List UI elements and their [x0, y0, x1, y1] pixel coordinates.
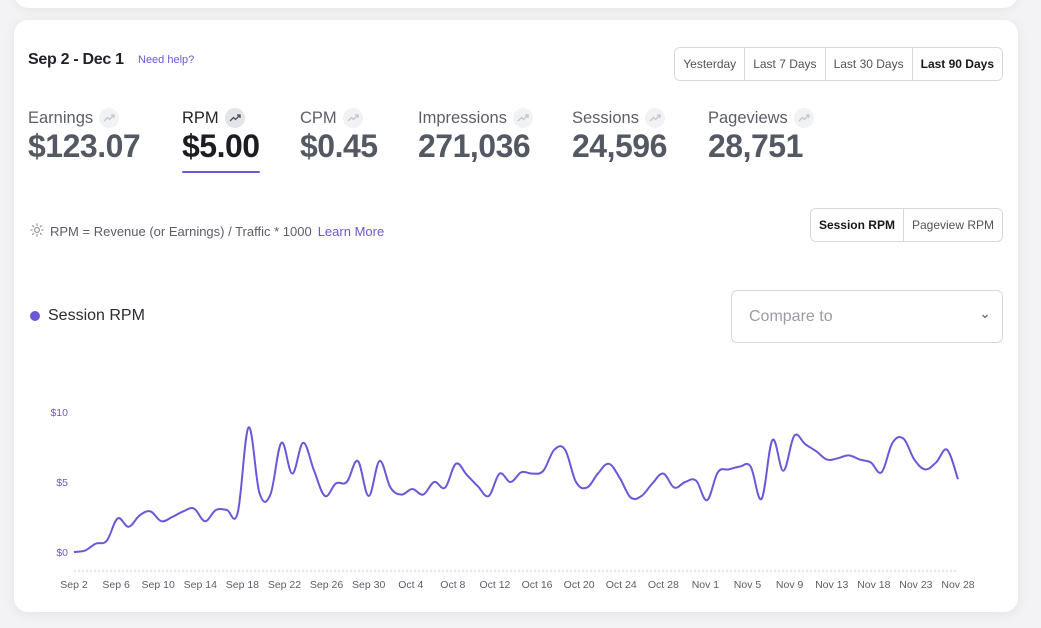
metric-label: Earnings — [28, 108, 94, 127]
x-tick-label: Oct 16 — [522, 579, 553, 591]
metric-value: 24,596 — [572, 128, 667, 164]
rpm-formula: RPM = Revenue (or Earnings) / Traffic * … — [30, 223, 384, 240]
x-tick-label: Nov 18 — [857, 579, 890, 591]
metric-value: 28,751 — [708, 128, 803, 164]
x-tick-label: Oct 8 — [440, 579, 465, 591]
range-yesterday-button[interactable]: Yesterday — [675, 48, 746, 80]
session-rpm-line-chart: $0 $5 $10 Sep 2 Sep 6 Sep 10 Sep 14 Sep 18 Sep 2… — [50, 407, 974, 591]
trend-up-icon[interactable] — [644, 108, 665, 128]
x-tick-label: Sep 26 — [310, 579, 343, 591]
metric-label: Pageviews — [708, 108, 788, 127]
compare-to-select[interactable]: Compare to — [731, 290, 1003, 343]
x-tick-label: Oct 24 — [606, 579, 637, 591]
metric-value: $123.07 — [28, 128, 141, 164]
chevron-down-icon — [980, 308, 990, 326]
trend-up-icon[interactable] — [793, 108, 814, 128]
metric-label: Sessions — [572, 108, 639, 127]
y-tick-label: $5 — [56, 477, 68, 489]
x-tick-label: Oct 20 — [564, 579, 595, 591]
date-range-selector: Yesterday Last 7 Days Last 30 Days Last … — [674, 47, 1003, 81]
series-line-session-rpm[interactable] — [73, 426, 959, 553]
metric-label: Impressions — [418, 108, 507, 127]
x-tick-label: Oct 4 — [398, 579, 423, 591]
metric-value: $5.00 — [182, 128, 260, 164]
x-tick-label: Sep 6 — [102, 579, 130, 591]
x-tick-label: Sep 10 — [142, 579, 175, 591]
metric-label: CPM — [300, 108, 337, 127]
learn-more-link[interactable]: Learn More — [317, 224, 385, 239]
metric-pageviews[interactable]: Pageviews 28,751 — [708, 108, 814, 165]
trend-up-icon[interactable] — [342, 108, 363, 128]
x-tick-label: Sep 30 — [352, 579, 385, 591]
x-tick-label: Oct 12 — [479, 579, 510, 591]
metric-sessions[interactable]: Sessions 24,596 — [572, 108, 667, 165]
metric-earnings[interactable]: Earnings $123.07 — [28, 108, 141, 165]
metric-label: RPM — [182, 108, 219, 127]
rpm-stats-card: Sep 2 - Dec 1 Need help? Yesterday Last … — [14, 20, 1018, 612]
trend-up-icon[interactable] — [99, 108, 120, 128]
legend-dot-icon — [30, 311, 40, 321]
metric-cpm[interactable]: CPM $0.45 — [300, 108, 378, 165]
x-tick-label: Sep 18 — [226, 579, 259, 591]
session-rpm-button[interactable]: Session RPM — [810, 209, 904, 241]
x-tick-label: Nov 1 — [692, 579, 720, 591]
range-last-7-days-button[interactable]: Last 7 Days — [745, 48, 826, 80]
rpm-type-toggle: Session RPM Pageview RPM — [809, 208, 1003, 242]
need-help-link[interactable]: Need help? — [138, 54, 195, 66]
compare-to-placeholder: Compare to — [749, 307, 833, 325]
pageview-rpm-button[interactable]: Pageview RPM — [903, 209, 1002, 241]
trend-up-icon[interactable] — [224, 108, 245, 128]
x-tick-label: Sep 2 — [60, 579, 88, 591]
metric-value: 271,036 — [418, 128, 531, 164]
chart-legend: Session RPM — [30, 307, 145, 325]
x-tick-label: Sep 22 — [268, 579, 301, 591]
metric-value: $0.45 — [300, 128, 378, 164]
trend-up-icon[interactable] — [512, 108, 533, 128]
active-metric-underline — [182, 171, 260, 173]
x-tick-label: Oct 28 — [648, 579, 679, 591]
y-tick-label: $0 — [56, 547, 68, 559]
legend-label: Session RPM — [48, 307, 145, 324]
range-last-30-days-button[interactable]: Last 30 Days — [825, 48, 913, 80]
range-last-90-days-button[interactable]: Last 90 Days — [912, 48, 1002, 80]
x-tick-label: Nov 23 — [899, 579, 932, 591]
date-range-title: Sep 2 - Dec 1 — [28, 51, 124, 68]
metric-impressions[interactable]: Impressions 271,036 — [418, 108, 533, 165]
previous-card-edge — [14, 0, 1018, 8]
x-tick-label: Nov 13 — [815, 579, 848, 591]
x-tick-label: Nov 9 — [776, 579, 804, 591]
x-tick-label: Nov 28 — [941, 579, 974, 591]
sun-icon — [30, 223, 44, 240]
y-tick-label: $10 — [50, 407, 68, 419]
formula-text: RPM = Revenue (or Earnings) / Traffic * … — [50, 224, 312, 239]
x-tick-label: Nov 5 — [734, 579, 762, 591]
metric-rpm[interactable]: RPM $5.00 — [182, 108, 260, 173]
x-tick-label: Sep 14 — [184, 579, 217, 591]
